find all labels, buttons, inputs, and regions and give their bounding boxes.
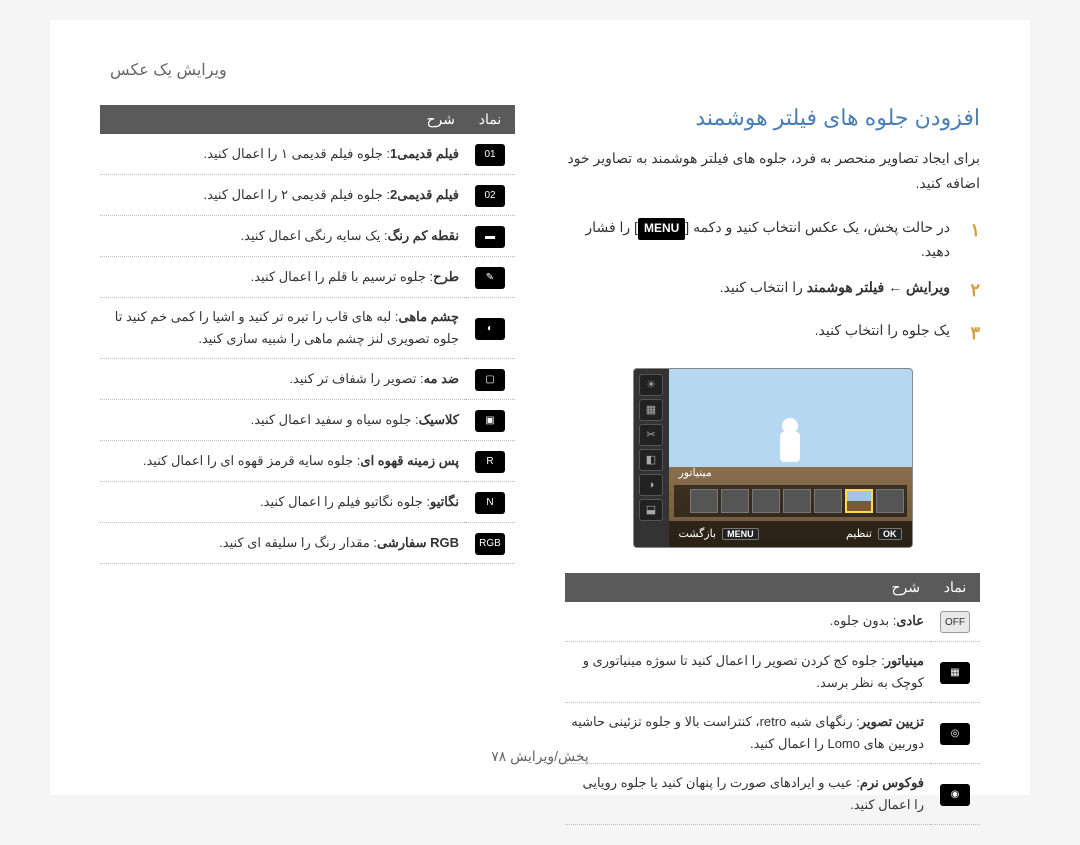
table-row: ▢ ضد مه: تصویر را شفاف تر کنید. [100,359,515,400]
desc-cell: نگاتیو: جلوه نگاتیو فیلم را اعمال کنید. [100,482,465,523]
right-column: افزودن جلوه های فیلتر هوشمند برای ایجاد … [565,105,980,845]
steps-list: ۱ در حالت پخش، یک عکس انتخاب کنید و دکمه… [565,216,980,347]
step-text: ویرایش ← فیلتر هوشمند را انتخاب کنید. [720,276,950,298]
table-row: ◉ فوکوس نرم: عیب و ایرادهای صورت را پنهان… [565,763,980,824]
icon-cell: ▣ [465,400,515,441]
desc-cell: عادی: بدون جلوه. [565,602,930,642]
effect-icon: N [475,492,505,514]
effect-icon: ▦ [940,662,970,684]
step-number: ۱ [962,216,980,245]
thumb [876,489,904,513]
effect-icon: ▣ [475,410,505,432]
table-row: 01 فیلم قدیمی1: جلوه فیلم قدیمی ۱ را اعما… [100,134,515,175]
icon-cell: N [465,482,515,523]
step-number: ۳ [962,319,980,348]
table-header-icon: نماد [930,573,980,602]
desc-cell: پس زمینه قهوه ای: جلوه سایه قرمز قهوه ای… [100,441,465,482]
desc-cell: کلاسیک: جلوه سیاه و سفید اعمال کنید. [100,400,465,441]
side-icon: ◑ [639,474,663,496]
desc-cell: ضد مه: تصویر را شفاف تر کنید. [100,359,465,400]
effect-icon: ◉ [940,784,970,806]
step-item: ۳ یک جلوه را انتخاب کنید. [565,319,980,348]
effect-icon: R [475,451,505,473]
preview-button-bar: OKتنظیم MENUبازگشت [669,521,912,547]
two-column-layout: افزودن جلوه های فیلتر هوشمند برای ایجاد … [100,105,980,845]
desc-cell: فیلم قدیمی2: جلوه فیلم قدیمی ۲ را اعمال … [100,175,465,216]
desc-cell: مینیاتور: جلوه کج کردن تصویر را اعمال کن… [565,641,930,702]
effect-icon: ◎ [940,723,970,745]
thumb-selected [845,489,873,513]
table-header-desc: شرح [100,105,465,134]
desc-cell: فیلم قدیمی1: جلوه فیلم قدیمی ۱ را اعمال … [100,134,465,175]
table-row: 02 فیلم قدیمی2: جلوه فیلم قدیمی ۲ را اعما… [100,175,515,216]
thumb [721,489,749,513]
side-icon: ◧ [639,449,663,471]
menu-badge-icon: MENU [722,528,759,540]
icon-cell: ▦ [930,641,980,702]
table-row: OFF عادی: بدون جلوه. [565,602,980,642]
icon-cell: ▢ [465,359,515,400]
table-row: ▬ نقطه کم رنگ: یک سایه رنگی اعمال کنید. [100,216,515,257]
icon-cell: ▬ [465,216,515,257]
desc-cell: RGB سفارشی: مقدار رنگ را سلیقه ای کنید. [100,523,465,564]
icon-cell: ◉ [930,763,980,824]
side-icon: ⬓ [639,499,663,521]
effect-icon: ▬ [475,226,505,248]
effect-icon: 02 [475,185,505,207]
step-text: در حالت پخش، یک عکس انتخاب کنید و دکمه [… [565,216,950,262]
table-row: N نگاتیو: جلوه نگاتیو فیلم را اعمال کنید. [100,482,515,523]
thumb [752,489,780,513]
table-row: ▣ کلاسیک: جلوه سیاه و سفید اعمال کنید. [100,400,515,441]
table-row: ✎ طرح: جلوه ترسیم با قلم را اعمال کنید. [100,257,515,298]
side-icon: ✂ [639,424,663,446]
page-footer: پخش/ویرایش ۷۸ [50,748,1030,765]
icon-cell: 01 [465,134,515,175]
icon-cell: ✎ [465,257,515,298]
table-header-icon: نماد [465,105,515,134]
desc-cell: چشم ماهی: لبه های قاب را تیره تر کنید و … [100,298,465,359]
side-icon: ☀ [639,374,663,396]
effect-icon: OFF [940,611,970,633]
step-item: ۲ ویرایش ← فیلتر هوشمند را انتخاب کنید. [565,276,980,305]
side-icon: ▦ [639,399,663,421]
icon-cell: ◐ [465,298,515,359]
step-number: ۲ [962,276,980,305]
thumb [783,489,811,513]
effect-icon: RGB [475,533,505,555]
effect-icon: ▢ [475,369,505,391]
icon-cell: 02 [465,175,515,216]
intro-text: برای ایجاد تصاویر منحصر به فرد، جلوه های… [565,146,980,196]
desc-cell: فوکوس نرم: عیب و ایرادهای صورت را پنهان … [565,763,930,824]
menu-button-icon: MENU [638,218,685,239]
thumb [690,489,718,513]
camera-preview: ☀ ▦ ✂ ◧ ◑ ⬓ مینیاتور [633,368,913,548]
table-header-desc: شرح [565,573,930,602]
thumb [814,489,842,513]
section-title: افزودن جلوه های فیلتر هوشمند [565,105,980,131]
step-item: ۱ در حالت پخش، یک عکس انتخاب کنید و دکمه… [565,216,980,262]
table-row: RGB RGB سفارشی: مقدار رنگ را سلیقه ای کنی… [100,523,515,564]
preview-effect-label: مینیاتور [679,466,712,479]
effect-icon: ◐ [475,318,505,340]
effects-table-left: نماد شرح 01 فیلم قدیمی1: جلوه فیلم قدیمی … [100,105,515,564]
left-column: نماد شرح 01 فیلم قدیمی1: جلوه فیلم قدیمی … [100,105,515,845]
effects-table-right: نماد شرح OFF عادی: بدون جلوه. ▦ مینیاتور: ج… [565,573,980,826]
document-page: ویرایش یک عکس افزودن جلوه های فیلتر هوشم… [50,20,1030,795]
preview-sidebar: ☀ ▦ ✂ ◧ ◑ ⬓ [634,369,669,547]
desc-cell: طرح: جلوه ترسیم با قلم را اعمال کنید. [100,257,465,298]
icon-cell: RGB [465,523,515,564]
effect-icon: ✎ [475,267,505,289]
breadcrumb: ویرایش یک عکس [100,60,980,80]
desc-cell: نقطه کم رنگ: یک سایه رنگی اعمال کنید. [100,216,465,257]
icon-cell: R [465,441,515,482]
table-row: ▦ مینیاتور: جلوه کج کردن تصویر را اعمال ک… [565,641,980,702]
effect-thumbnails [674,485,907,517]
table-row: R پس زمینه قهوه ای: جلوه سایه قرمز قهوه ا… [100,441,515,482]
table-row: ◐ چشم ماهی: لبه های قاب را تیره تر کنید و… [100,298,515,359]
step-text: یک جلوه را انتخاب کنید. [815,319,950,341]
ok-badge-icon: OK [878,528,902,540]
icon-cell: OFF [930,602,980,642]
effect-icon: 01 [475,144,505,166]
